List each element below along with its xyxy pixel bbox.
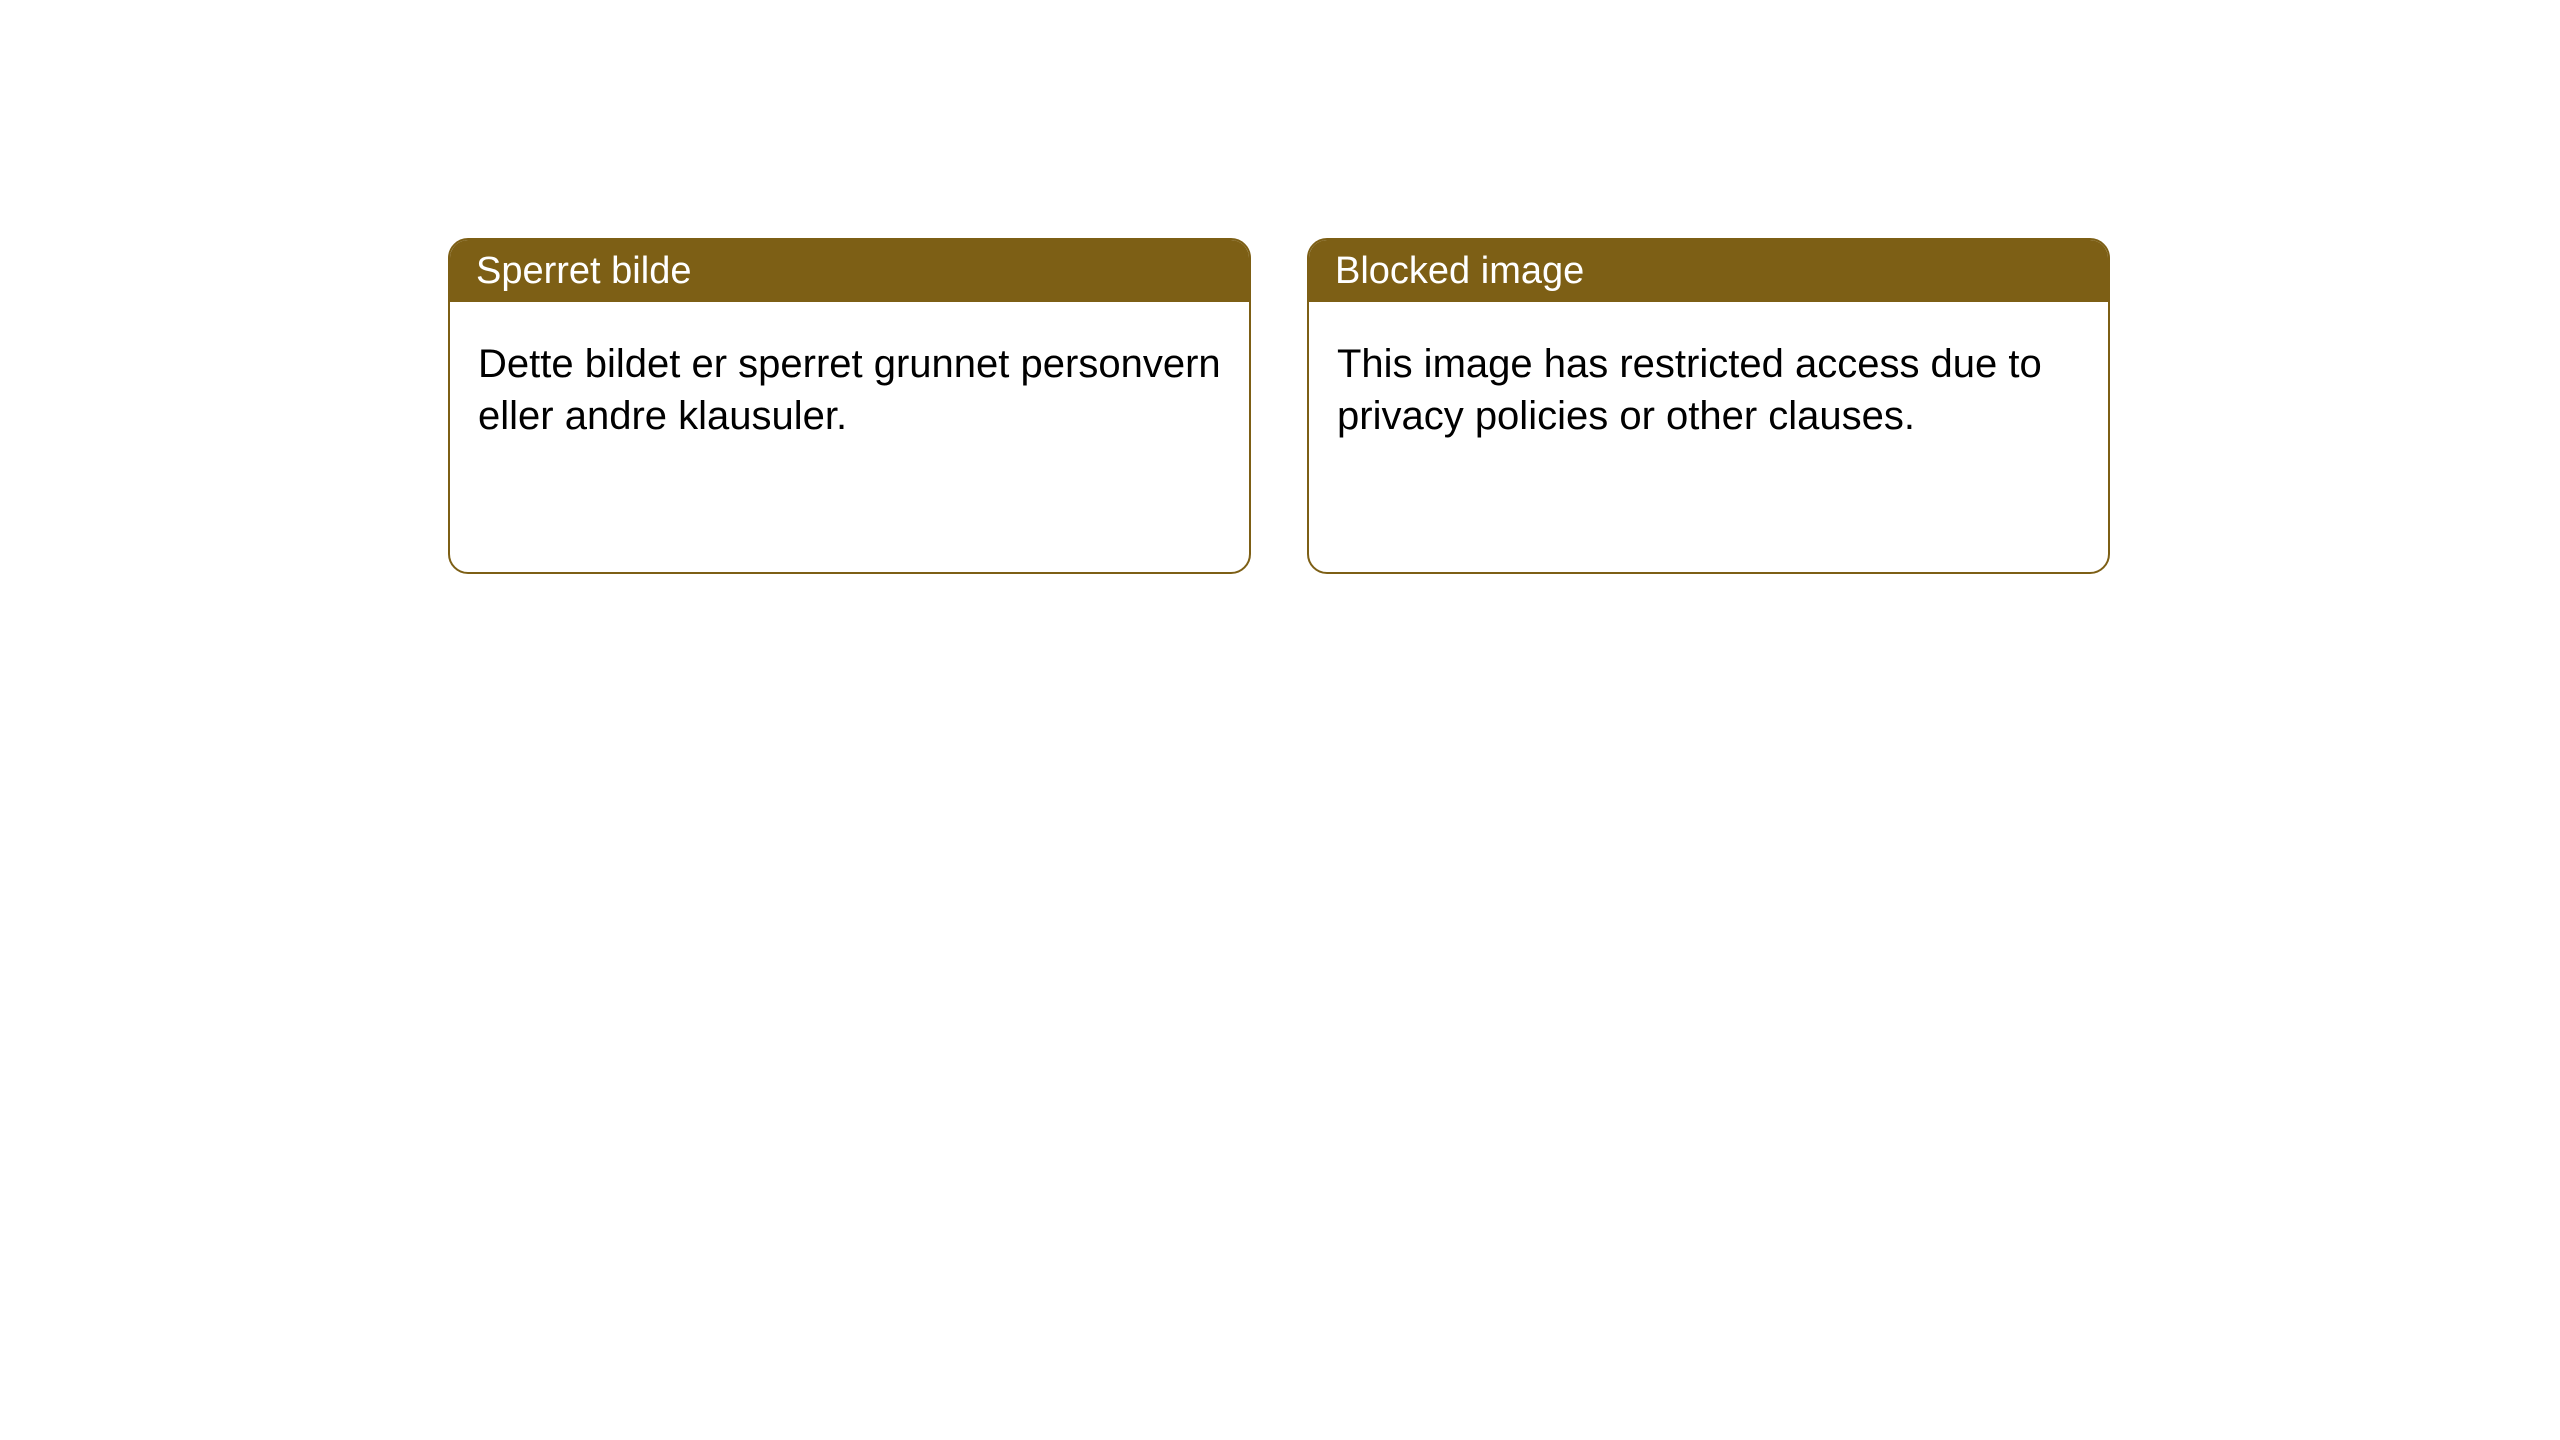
blocked-image-notice-card-no: Sperret bilde Dette bildet er sperret gr… — [448, 238, 1251, 574]
card-body-text: This image has restricted access due to … — [1337, 342, 2042, 438]
blocked-image-notice-card-en: Blocked image This image has restricted … — [1307, 238, 2110, 574]
notice-cards-container: Sperret bilde Dette bildet er sperret gr… — [448, 238, 2110, 574]
card-header-text: Sperret bilde — [476, 250, 691, 293]
card-header: Sperret bilde — [450, 240, 1249, 302]
card-body: Dette bildet er sperret grunnet personve… — [450, 302, 1249, 478]
card-header: Blocked image — [1309, 240, 2108, 302]
card-body-text: Dette bildet er sperret grunnet personve… — [478, 342, 1221, 438]
card-header-text: Blocked image — [1335, 250, 1584, 293]
card-body: This image has restricted access due to … — [1309, 302, 2108, 478]
